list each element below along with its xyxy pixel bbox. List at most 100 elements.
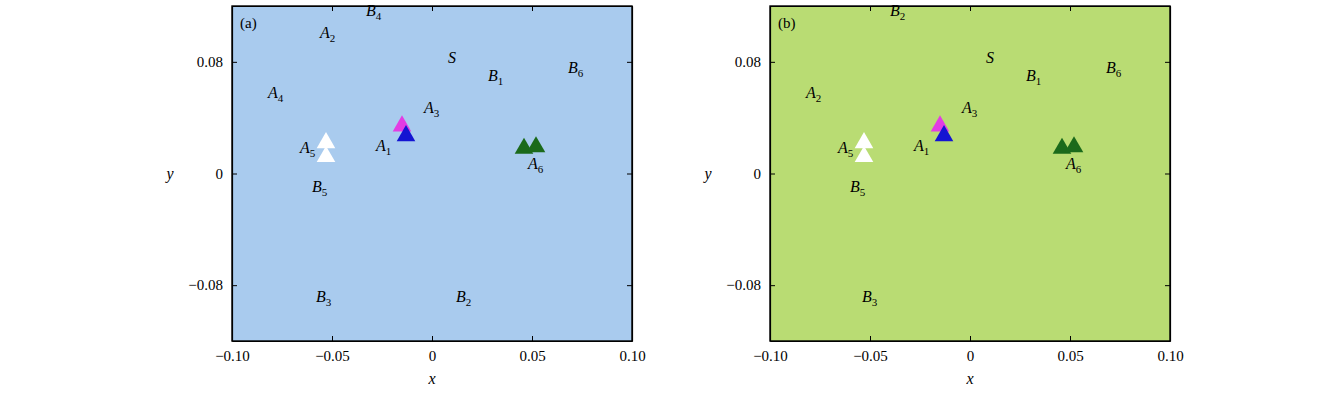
annotation: B1 — [488, 67, 503, 87]
panel-title: (a) — [240, 15, 257, 32]
marker — [527, 136, 546, 152]
annotation: A3 — [423, 99, 440, 119]
tick-mark — [232, 174, 237, 175]
tick: −0.08 — [726, 277, 775, 293]
marker — [317, 132, 336, 148]
axis — [771, 6, 1171, 11]
tick: −0.05 — [853, 336, 888, 364]
plot-frame — [232, 6, 632, 341]
tick-label: 0.08 — [197, 54, 223, 70]
tick — [627, 285, 632, 286]
annotation: B5 — [850, 178, 866, 198]
tick-label: 0 — [216, 166, 224, 182]
plot-background — [770, 6, 1170, 341]
tick: 0.05 — [1057, 336, 1083, 364]
axis — [233, 6, 633, 11]
tick — [1165, 174, 1170, 175]
tick-mark — [332, 336, 333, 341]
tick-mark — [532, 336, 533, 341]
annotation: B4 — [366, 2, 382, 22]
tick: −0.08 — [188, 277, 237, 293]
tick-mark — [1165, 174, 1170, 175]
annotation: A1 — [913, 137, 929, 157]
tick: 0 — [754, 166, 776, 182]
tick-label: −0.05 — [853, 348, 888, 364]
markers — [855, 115, 1084, 162]
tick — [1070, 6, 1071, 11]
tick-label: −0.10 — [753, 348, 788, 364]
x-axis-title: x — [427, 370, 435, 387]
tick-mark — [1165, 62, 1170, 63]
y-axis-title: y — [702, 165, 712, 183]
panel: −0.10−0.0500.050.10−0.0800.08B2SB1B6A2A3… — [702, 2, 1183, 387]
marker — [931, 115, 950, 131]
tick-mark — [432, 336, 433, 341]
plot-background — [232, 6, 632, 341]
plot-frame — [770, 6, 1170, 341]
tick-mark — [627, 285, 632, 286]
tick-label: 0.05 — [519, 348, 545, 364]
annotation: B2 — [890, 2, 905, 22]
tick — [1165, 62, 1170, 63]
marker — [393, 115, 412, 131]
annotation: A2 — [319, 24, 335, 44]
tick-mark — [770, 62, 775, 63]
x-axis-title: x — [965, 370, 973, 387]
tick-label: 0.05 — [1057, 348, 1083, 364]
annotation: B3 — [316, 288, 332, 308]
tick-mark — [1165, 285, 1170, 286]
tick-mark — [1070, 6, 1071, 11]
annotation: B1 — [1026, 67, 1041, 87]
tick — [627, 62, 632, 63]
tick-mark — [627, 174, 632, 175]
axis: −0.10−0.0500.050.10 — [753, 336, 1183, 364]
tick — [532, 6, 533, 11]
tick-mark — [332, 6, 333, 11]
tick — [870, 6, 871, 11]
tick-label: −0.08 — [726, 277, 761, 293]
annotation: B5 — [312, 178, 328, 198]
marker — [317, 146, 336, 162]
annotation: A1 — [375, 137, 391, 157]
axis: −0.10−0.0500.050.10 — [215, 336, 645, 364]
marker — [1065, 136, 1084, 152]
tick-mark — [770, 174, 775, 175]
tick: 0 — [429, 336, 437, 364]
annotation: B6 — [1106, 59, 1122, 79]
tick-mark — [432, 6, 433, 11]
tick-mark — [1070, 336, 1071, 341]
figure: −0.10 −0.05 0 0.05 0.10 −0.08 0 0.08 A2 B4 S B1 B6 A3… — [0, 0, 1339, 394]
tick-label: 0 — [967, 348, 975, 364]
panel-title: (b) — [778, 15, 796, 32]
annotation: S — [448, 49, 456, 66]
tick-mark — [232, 285, 237, 286]
annotation: A2 — [805, 84, 821, 104]
tick-mark — [532, 6, 533, 11]
tick: 0 — [216, 166, 238, 182]
tick: 0.08 — [735, 54, 775, 70]
tick — [432, 6, 433, 11]
tick — [627, 174, 632, 175]
markers — [317, 115, 546, 162]
tick-mark — [232, 62, 237, 63]
panel: −0.10−0.0500.050.10−0.0800.08A2B4SB1B6A3… — [164, 2, 645, 387]
marker — [935, 125, 954, 141]
tick-label: 0 — [754, 166, 762, 182]
tick-mark — [627, 62, 632, 63]
annotation: B3 — [862, 288, 878, 308]
marker — [855, 146, 874, 162]
tick-mark — [770, 285, 775, 286]
tick — [332, 6, 333, 11]
tick-label: −0.05 — [315, 348, 350, 364]
annotation: A5 — [837, 139, 854, 159]
tick — [970, 6, 971, 11]
marker — [397, 125, 416, 141]
tick: 0.05 — [519, 336, 545, 364]
tick — [1165, 285, 1170, 286]
tick-label: 0 — [429, 348, 437, 364]
tick: 0 — [967, 336, 975, 364]
tick: −0.05 — [315, 336, 350, 364]
tick: 0.08 — [197, 54, 237, 70]
annotation: A6 — [527, 155, 544, 175]
tick-label: 0.10 — [619, 348, 645, 364]
